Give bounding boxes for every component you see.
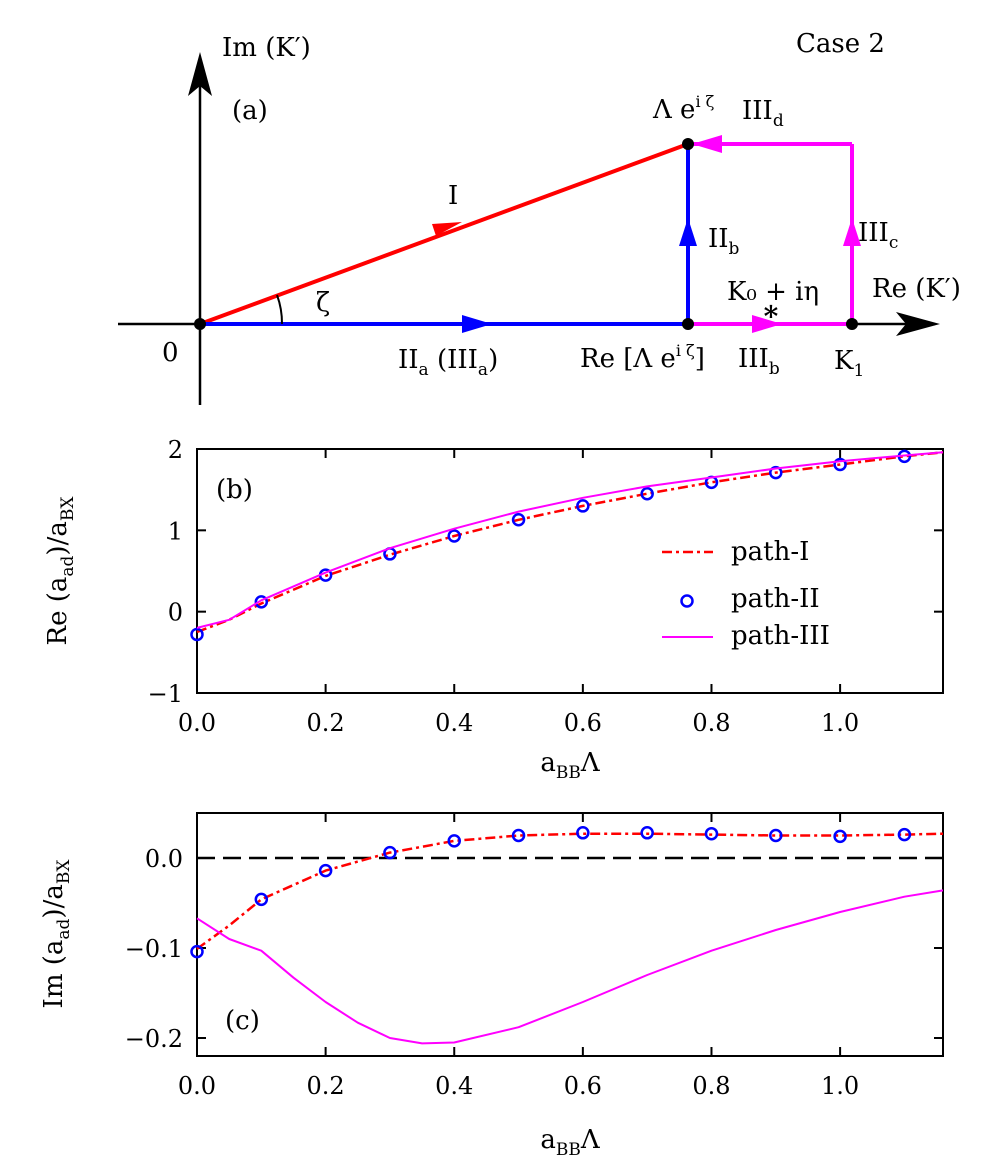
path-II-point <box>511 513 526 527</box>
path-IIb-arrow <box>679 218 697 246</box>
panel-b-xlabel: aBBΛ <box>540 748 601 783</box>
path-II-point <box>447 834 461 848</box>
xtick-label: 0.0 <box>178 709 216 737</box>
panel-b-ylabel: Re (aad)/aBX <box>43 496 78 646</box>
panel-c-ylabel: Im (aad)/aBX <box>39 859 74 1009</box>
panel-b-series <box>190 449 944 642</box>
pole-marker: * <box>764 300 779 333</box>
xtick-label: 1.0 <box>821 1072 859 1100</box>
point-lambda-e-izeta <box>682 138 694 150</box>
point-k1 <box>846 318 858 330</box>
ytick-label: 0 <box>168 599 183 627</box>
panel-c-xlabel: aBBΛ <box>540 1125 601 1160</box>
panel-a-contour-diagram: * Case 2 (a) Im (K′) Re (K′) 0 ζ Λ ei ζ … <box>118 29 961 405</box>
case-label: Case 2 <box>796 29 885 59</box>
legend-path-III-label: path-III <box>731 621 830 651</box>
path-II-point <box>640 486 654 501</box>
path-II-point <box>576 826 590 840</box>
ytick-label: −1 <box>148 680 183 708</box>
panel-c-chart: (c) 0.0 0.2 0.4 0.6 0.8 1.0 −0.2 −0.1 0.0 Im (aa… <box>39 812 944 1160</box>
path-I-arrow <box>432 222 462 236</box>
path-II-point <box>640 826 654 840</box>
path-II-point <box>190 944 204 959</box>
ytick-label: 0.0 <box>145 845 183 873</box>
panel-a-label: (a) <box>232 96 268 126</box>
path-II-point <box>447 529 461 543</box>
xtick-label: 0.2 <box>307 709 345 737</box>
panel-c-label: (c) <box>225 1006 260 1036</box>
path-IIIb-label: IIIb <box>738 344 780 379</box>
ytick-label: 1 <box>168 517 183 545</box>
ytick-label: 2 <box>168 436 183 464</box>
xtick-label: 1.0 <box>821 709 859 737</box>
path-II-point <box>704 826 719 841</box>
path-II-point <box>833 457 847 472</box>
path-IIb-label: IIb <box>708 224 740 259</box>
panel-c-frame <box>196 812 944 1057</box>
panel-b-ticks: 0.0 0.2 0.4 0.6 0.8 1.0 −1 0 1 2 <box>148 436 943 737</box>
path-IIa-arrow <box>462 315 492 333</box>
xtick-label: 0.4 <box>435 1072 473 1100</box>
path-I-label: I <box>448 181 458 211</box>
imag-axis-label: Im (K′) <box>222 33 311 63</box>
panel-c-series <box>190 826 944 1045</box>
path-IIId-label: IIId <box>742 96 784 131</box>
angle-zeta-label: ζ <box>316 288 330 318</box>
xtick-label: 0.8 <box>692 709 730 737</box>
panel-c-ticks: 0.0 0.2 0.4 0.6 0.8 1.0 −0.2 −0.1 0.0 <box>125 813 943 1100</box>
path-II-point <box>769 465 783 480</box>
panel-b-chart: (b) 0.0 0.2 0.4 0.6 0.8 1.0 −1 0 1 2 path-I path-… <box>43 436 944 783</box>
path-II-point <box>769 828 783 843</box>
real-axis-label: Re (K′) <box>872 274 961 304</box>
path-I-line <box>196 451 944 634</box>
legend-path-II-label: path-II <box>731 584 820 614</box>
xtick-label: 0.6 <box>564 1072 602 1100</box>
xtick-label: 0.0 <box>178 1072 216 1100</box>
path-II-point <box>576 499 590 513</box>
imag-axis-arrowhead <box>188 52 212 96</box>
xtick-label: 0.6 <box>564 709 602 737</box>
xtick-label: 0.8 <box>692 1072 730 1100</box>
xtick-label: 0.2 <box>307 1072 345 1100</box>
path-II-point <box>833 829 847 844</box>
legend-path-I-label: path-I <box>731 537 809 567</box>
path-II-point <box>190 627 204 642</box>
real-axis-arrowhead <box>896 312 940 336</box>
path-II-point <box>318 863 333 878</box>
point-re-label: Re [Λ ei ζ] <box>580 341 705 374</box>
path-III-line <box>196 451 944 629</box>
path-IIa-label: IIa (IIIa) <box>398 345 498 380</box>
angle-zeta-arc <box>276 294 284 325</box>
path-II-point <box>254 892 269 907</box>
origin-label: 0 <box>162 338 179 368</box>
path-IIIc-label: IIIc <box>858 218 898 253</box>
panel-b-frame <box>196 448 944 694</box>
path-I-line <box>196 832 944 950</box>
path-II-point <box>383 845 397 860</box>
panel-b-label: (b) <box>216 475 253 505</box>
path-IIIb-arrow <box>752 315 782 333</box>
point-top-label: Λ ei ζ <box>652 92 715 125</box>
path-IIIc-arrow <box>843 218 861 246</box>
xtick-label: 0.4 <box>435 709 473 737</box>
point-origin <box>194 318 206 330</box>
point-k1-label: K1 <box>834 346 864 381</box>
point-re-lambda <box>682 318 694 330</box>
path-II-point <box>511 828 526 843</box>
pole-label: K₀ + iη <box>727 277 819 307</box>
legend-path-II-swatch <box>680 594 694 608</box>
path-II-point <box>897 827 912 842</box>
path-II-point <box>254 595 269 609</box>
path-I-line <box>199 142 689 326</box>
panel-b-legend: path-I path-II path-III <box>662 537 830 651</box>
path-IIId-arrow <box>692 135 722 153</box>
path-III-line <box>196 889 944 1045</box>
ytick-label: −0.1 <box>125 935 183 963</box>
ytick-label: −0.2 <box>125 1025 183 1053</box>
